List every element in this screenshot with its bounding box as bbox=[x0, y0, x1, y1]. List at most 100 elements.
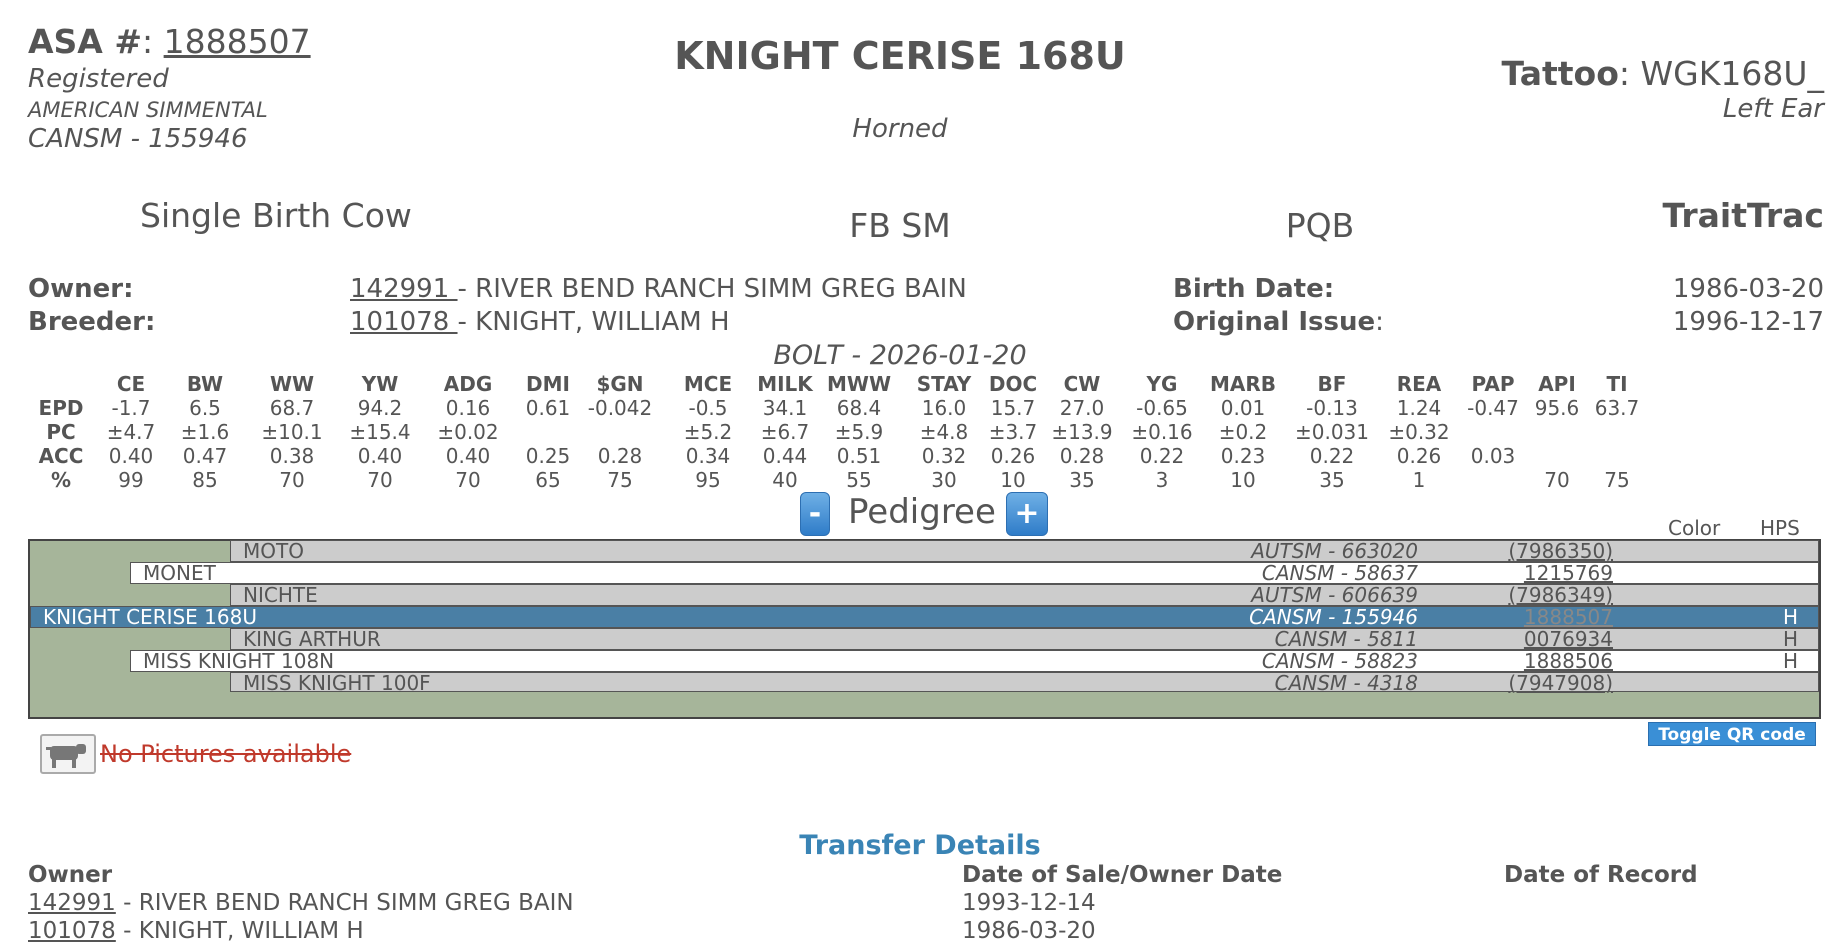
epd-cell: ±0.32 bbox=[1388, 420, 1450, 444]
transfer-owner-name: - KNIGHT, WILLIAM H bbox=[115, 918, 364, 944]
epd-cell: 0.16 bbox=[445, 396, 491, 420]
epd-col-header: WW bbox=[269, 372, 315, 396]
epd-col-header: MWW bbox=[826, 372, 892, 396]
pedigree-row[interactable]: MISS KNIGHT 108N CANSM - 58823 1888506 H bbox=[130, 650, 1819, 672]
epd-cell: 0.40 bbox=[108, 444, 154, 468]
tattoo-value: : WGK168U_ bbox=[1618, 54, 1824, 93]
epd-cell: 0.34 bbox=[685, 444, 731, 468]
epd-col-header: REA bbox=[1396, 372, 1442, 396]
epd-cell: 70 bbox=[455, 468, 481, 492]
epd-cell bbox=[1588, 444, 1646, 468]
pedigree-asa-number-link[interactable]: (7986349) bbox=[1508, 583, 1613, 607]
asa-label: ASA # bbox=[28, 22, 142, 61]
tattoo-location: Left Ear bbox=[1722, 94, 1824, 124]
epd-col-header: MARB bbox=[1209, 372, 1277, 396]
pedigree-registration: AUTSM - 663020 bbox=[1251, 539, 1418, 563]
pedigree-animal-name[interactable]: MISS KNIGHT 108N bbox=[143, 649, 335, 673]
pedigree-registration: CANSM - 4318 bbox=[1274, 671, 1418, 695]
original-issue-text: Original Issue bbox=[1173, 307, 1376, 337]
epd-cell bbox=[1460, 420, 1526, 444]
pedigree-row[interactable]: MISS KNIGHT 100F CANSM - 4318 (7947908) bbox=[230, 671, 1819, 695]
asa-number-line: ASA #: 1888507 bbox=[28, 22, 311, 61]
epd-col-header: DMI bbox=[526, 372, 570, 396]
epd-cell: ±0.2 bbox=[1218, 420, 1268, 444]
epd-row-label: EPD bbox=[38, 396, 84, 420]
pedigree-registration: AUTSM - 606639 bbox=[1251, 583, 1418, 607]
epd-cell: 65 bbox=[535, 468, 561, 492]
epd-cell bbox=[1526, 444, 1588, 468]
epd-row: % 99 85 70 70 70 65 75 95 40 55 30 10 35 3 10 35 1 70 75 bbox=[28, 468, 1646, 492]
epd-cell: 10 bbox=[1230, 468, 1256, 492]
epd-cell: 1 bbox=[1412, 468, 1426, 492]
epd-col-header: PAP bbox=[1471, 372, 1515, 396]
owner-label: Owner: bbox=[28, 274, 134, 304]
epd-cell: 0.61 bbox=[525, 396, 571, 420]
toggle-qr-button[interactable]: Toggle QR code bbox=[1648, 722, 1816, 746]
epd-cell: ±5.2 bbox=[683, 420, 733, 444]
epd-cell: 68.4 bbox=[836, 396, 882, 420]
epd-header-row: CE BW WW YW ADG DMI $GN MCE MILK MWW STAY DOC CW YG MA… bbox=[28, 372, 1646, 396]
epd-col-header: MCE bbox=[683, 372, 733, 396]
pedigree-asa-number-link[interactable]: (7947908) bbox=[1508, 671, 1613, 695]
epd-cell: 0.26 bbox=[1396, 444, 1442, 468]
epd-cell: ±0.031 bbox=[1294, 420, 1369, 444]
epd-cell: 95 bbox=[695, 468, 721, 492]
pedigree-animal-name[interactable]: MONET bbox=[143, 561, 216, 585]
epd-cell: 10 bbox=[1000, 468, 1026, 492]
pedigree-asa-number-link[interactable]: 1888506 bbox=[1523, 649, 1613, 673]
epd-col-header: BF bbox=[1317, 372, 1347, 396]
pedigree-row[interactable]: KNIGHT CERISE 168U CANSM - 155946 1888507 H bbox=[30, 606, 1819, 628]
pedigree-animal-name[interactable]: MOTO bbox=[243, 539, 304, 563]
pedigree-animal-name[interactable]: KING ARTHUR bbox=[243, 627, 381, 651]
epd-cell: 68.7 bbox=[269, 396, 315, 420]
epd-corner bbox=[28, 372, 94, 396]
epd-cell: ±5.9 bbox=[834, 420, 884, 444]
pedigree-hps: H bbox=[1782, 627, 1798, 651]
pedigree-animal-name[interactable]: KNIGHT CERISE 168U bbox=[43, 605, 257, 629]
pedigree-row[interactable]: KING ARTHUR CANSM - 5811 0076934 H bbox=[230, 628, 1819, 650]
epd-row-label: PC bbox=[46, 420, 76, 444]
pedigree-collapse-button[interactable]: - bbox=[800, 492, 830, 536]
epd-cell: 99 bbox=[118, 468, 144, 492]
epd-row-label: ACC bbox=[38, 444, 84, 468]
epd-cell: 0.23 bbox=[1220, 444, 1266, 468]
pedigree-row[interactable]: MOTO AUTSM - 663020 (7986350) bbox=[230, 540, 1819, 562]
epd-cell: 0.47 bbox=[182, 444, 228, 468]
pedigree-row[interactable]: MONET CANSM - 58637 1215769 bbox=[130, 562, 1819, 584]
epd-cell: 15.7 bbox=[990, 396, 1036, 420]
pedigree-row[interactable]: NICHTE AUTSM - 606639 (7986349) bbox=[230, 584, 1819, 606]
transfer-date-cell: 1993-12-14 bbox=[962, 890, 1096, 916]
epd-cell bbox=[578, 420, 662, 444]
owner-value: 142991 - RIVER BEND RANCH SIMM GREG BAIN bbox=[350, 274, 967, 304]
asa-number-link[interactable]: 1888507 bbox=[163, 22, 311, 61]
pedigree-asa-number-link[interactable]: 1215769 bbox=[1523, 561, 1613, 585]
transfer-owner-id-link[interactable]: 101078 bbox=[28, 918, 116, 944]
original-issue-value: 1996-12-17 bbox=[1672, 307, 1824, 337]
cow-icon bbox=[40, 734, 96, 774]
pedigree-expand-button[interactable]: + bbox=[1006, 492, 1048, 536]
pedigree-asa-number-link[interactable]: 1888507 bbox=[1523, 605, 1613, 629]
epd-cell: 0.40 bbox=[445, 444, 491, 468]
breed-registration: CANSM - 155946 bbox=[28, 124, 248, 154]
transfer-owner-cell: 101078 - KNIGHT, WILLIAM H bbox=[28, 918, 364, 944]
epd-body: EPD -1.7 6.5 68.7 94.2 0.16 0.61 -0.042 -0.5 34.1… bbox=[28, 396, 1646, 492]
epd-cell: 34.1 bbox=[762, 396, 808, 420]
epd-col-header: CW bbox=[1063, 372, 1101, 396]
pedigree-animal-name[interactable]: MISS KNIGHT 100F bbox=[243, 671, 431, 695]
epd-cell: 70 bbox=[279, 468, 305, 492]
owner-id-link[interactable]: 142991 bbox=[350, 274, 458, 304]
transfer-owner-id-link[interactable]: 142991 bbox=[28, 890, 116, 916]
epd-cell: 0.38 bbox=[269, 444, 315, 468]
epd-cell: ±13.9 bbox=[1051, 420, 1113, 444]
epd-cell: -0.042 bbox=[587, 396, 653, 420]
transfer-details-title: Transfer Details bbox=[799, 830, 1041, 861]
epd-table: CE BW WW YW ADG DMI $GN MCE MILK MWW STAY DOC CW YG MA… bbox=[28, 372, 1646, 492]
pedigree-animal-name[interactable]: NICHTE bbox=[243, 583, 318, 607]
breeder-label: Breeder: bbox=[28, 307, 156, 337]
breeder-id-link[interactable]: 101078 bbox=[350, 307, 458, 337]
epd-col-header: YW bbox=[361, 372, 399, 396]
pedigree-asa-number-link[interactable]: 0076934 bbox=[1523, 627, 1613, 651]
no-pictures-link[interactable]: No Pictures available bbox=[100, 740, 352, 768]
pedigree-asa-number-link[interactable]: (7986350) bbox=[1508, 539, 1613, 563]
pedigree-hps: H bbox=[1782, 605, 1798, 629]
